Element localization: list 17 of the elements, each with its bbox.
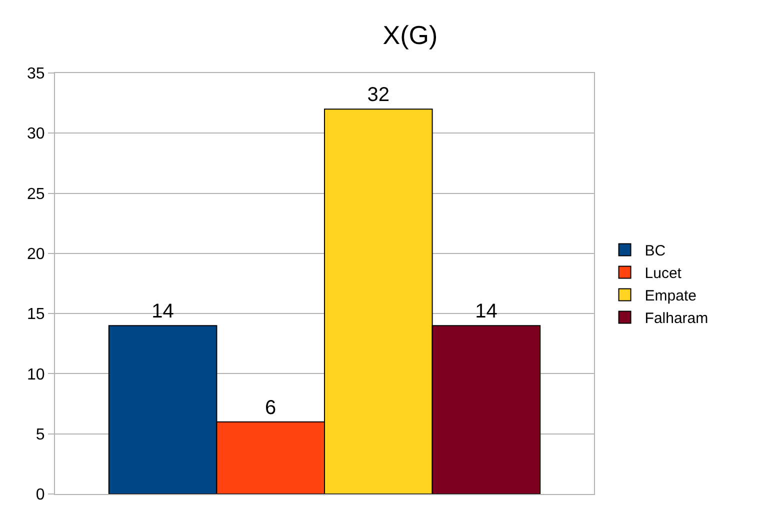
y-tick-label: 35 xyxy=(27,66,45,83)
data-label: 6 xyxy=(265,396,276,419)
y-tick-label: 30 xyxy=(27,126,45,143)
y-tick-label: 0 xyxy=(36,486,45,504)
legend-label: Empate xyxy=(644,288,696,305)
y-tick-label: 5 xyxy=(36,426,45,444)
chart-title: X(G) xyxy=(382,20,438,50)
y-tick-label: 15 xyxy=(27,306,45,324)
data-label: 14 xyxy=(475,300,498,323)
legend-label: BC xyxy=(644,242,666,260)
data-label: 14 xyxy=(152,300,174,323)
data-label: 32 xyxy=(367,84,390,106)
legend-label: Lucet xyxy=(644,265,682,282)
legend-label: Falharam xyxy=(644,310,708,328)
y-tick-label: 20 xyxy=(27,246,45,264)
y-tick-label: 10 xyxy=(27,366,45,384)
y-tick-label: 25 xyxy=(27,186,45,203)
